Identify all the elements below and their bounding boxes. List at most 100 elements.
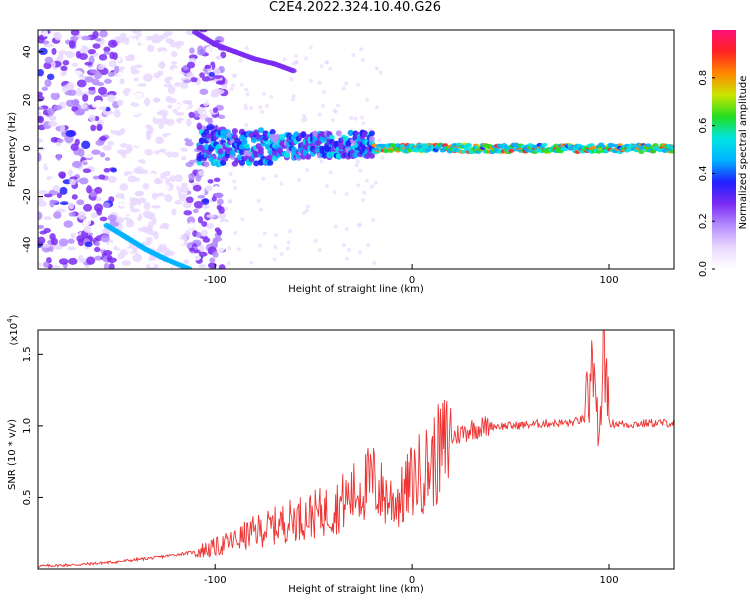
heatmap-cell	[116, 99, 124, 107]
heatmap-axes-box	[37, 29, 675, 270]
heatmap-cell	[669, 145, 674, 150]
heatmap-cell	[155, 136, 165, 145]
y-tick-label: -20	[22, 188, 33, 204]
heatmap-cell	[650, 149, 657, 154]
heatmap-cell	[282, 57, 287, 62]
heatmap-cell	[217, 114, 226, 119]
heatmap-cell	[98, 53, 108, 61]
heatmap-cell	[330, 117, 335, 122]
heatmap-cell	[256, 198, 261, 203]
heatmap-cell	[133, 77, 139, 82]
heatmap-cell	[359, 47, 364, 52]
heatmap-cell	[103, 46, 111, 53]
heatmap-cell	[208, 72, 215, 77]
heatmap-cell	[317, 80, 322, 85]
heatmap-cell	[305, 208, 310, 213]
heatmap-cell	[103, 167, 111, 173]
heatmap-cell	[661, 148, 668, 153]
heatmap-cell	[220, 51, 227, 59]
heatmap-cell	[88, 114, 96, 122]
heatmap-cell	[95, 139, 105, 146]
heatmap-cell	[214, 192, 224, 199]
x-tick-label: -100	[204, 575, 227, 586]
heatmap-cell	[152, 97, 161, 103]
heatmap-cell	[68, 212, 76, 217]
heatmap-cell	[38, 138, 44, 144]
heatmap-cell	[183, 259, 190, 264]
y-tick-label: 1.5	[22, 346, 33, 362]
heatmap-cell	[76, 235, 85, 243]
heatmap-cell	[286, 240, 291, 245]
y-tick-label: 40	[22, 45, 33, 58]
heatmap-cell	[413, 148, 420, 153]
heatmap-cell	[133, 262, 141, 269]
heatmap-cell	[113, 109, 121, 118]
heatmap-cell	[103, 262, 110, 269]
heatmap-cell	[146, 44, 155, 53]
heatmap-cell	[406, 148, 413, 153]
heatmap-cell	[294, 53, 299, 58]
heatmap-cell	[158, 152, 166, 159]
heatmap-cell	[88, 86, 97, 91]
heatmap-cell	[38, 115, 45, 124]
heatmap-cell	[317, 247, 322, 252]
heatmap-cell	[175, 124, 186, 129]
heatmap-cell	[165, 118, 175, 126]
heatmap-cell	[154, 114, 161, 119]
heatmap-cell	[185, 196, 194, 204]
heatmap-cell	[257, 243, 262, 248]
heatmap-cell	[175, 234, 182, 239]
heatmap-cell	[165, 250, 175, 257]
heatmap-cell	[114, 261, 121, 269]
heatmap-cell	[353, 116, 358, 121]
heatmap-cell	[193, 200, 204, 209]
heatmap-cell	[201, 98, 208, 103]
heatmap-cell	[130, 68, 140, 75]
heatmap-cell	[97, 86, 108, 95]
heatmap-cell	[189, 247, 195, 252]
heatmap-cell	[75, 87, 82, 97]
heatmap-cell	[72, 98, 79, 108]
heatmap-cell	[228, 171, 233, 176]
heatmap-cell	[160, 222, 170, 229]
heatmap-cell	[38, 190, 48, 195]
heatmap-cell	[213, 67, 221, 76]
heatmap-cell	[159, 50, 168, 59]
heatmap-cell	[68, 202, 75, 210]
heatmap-cell	[198, 137, 205, 144]
heatmap-cell	[269, 94, 274, 99]
heatmap-cell	[180, 147, 189, 152]
heatmap-cell	[58, 258, 69, 265]
heatmap-cell	[134, 64, 143, 69]
heatmap-cell	[218, 264, 226, 269]
heatmap-cell	[279, 133, 286, 140]
heatmap-cell	[198, 30, 208, 33]
heatmap-cell	[143, 73, 153, 82]
heatmap-cell	[163, 83, 173, 88]
heatmap-cell	[46, 97, 52, 105]
heatmap-cell	[183, 210, 192, 216]
heatmap-cell	[174, 200, 183, 205]
heatmap-cell	[59, 124, 66, 132]
heatmap-cell	[291, 93, 296, 98]
heatmap-cell	[142, 221, 150, 227]
x-axis-label: Height of straight line (km)	[288, 284, 424, 295]
heatmap-cell	[207, 179, 214, 184]
x-tick-label: 100	[599, 575, 618, 586]
heatmap-cell	[197, 49, 206, 56]
heatmap-cell	[305, 153, 312, 160]
heatmap-cell	[178, 193, 188, 202]
heatmap-cell	[185, 266, 193, 269]
heatmap-cell	[119, 143, 128, 148]
heatmap-cell	[302, 210, 307, 215]
heatmap-cell	[172, 224, 179, 232]
heatmap-cell	[335, 130, 342, 137]
heatmap-cell	[231, 83, 236, 88]
heatmap-cell	[49, 199, 59, 204]
heatmap-cell	[160, 172, 167, 180]
heatmap-cell	[43, 193, 53, 198]
heatmap-cell	[50, 88, 60, 94]
heatmap-cell	[308, 45, 313, 50]
heatmap-cell	[72, 160, 82, 169]
heatmap-cell	[104, 157, 111, 161]
